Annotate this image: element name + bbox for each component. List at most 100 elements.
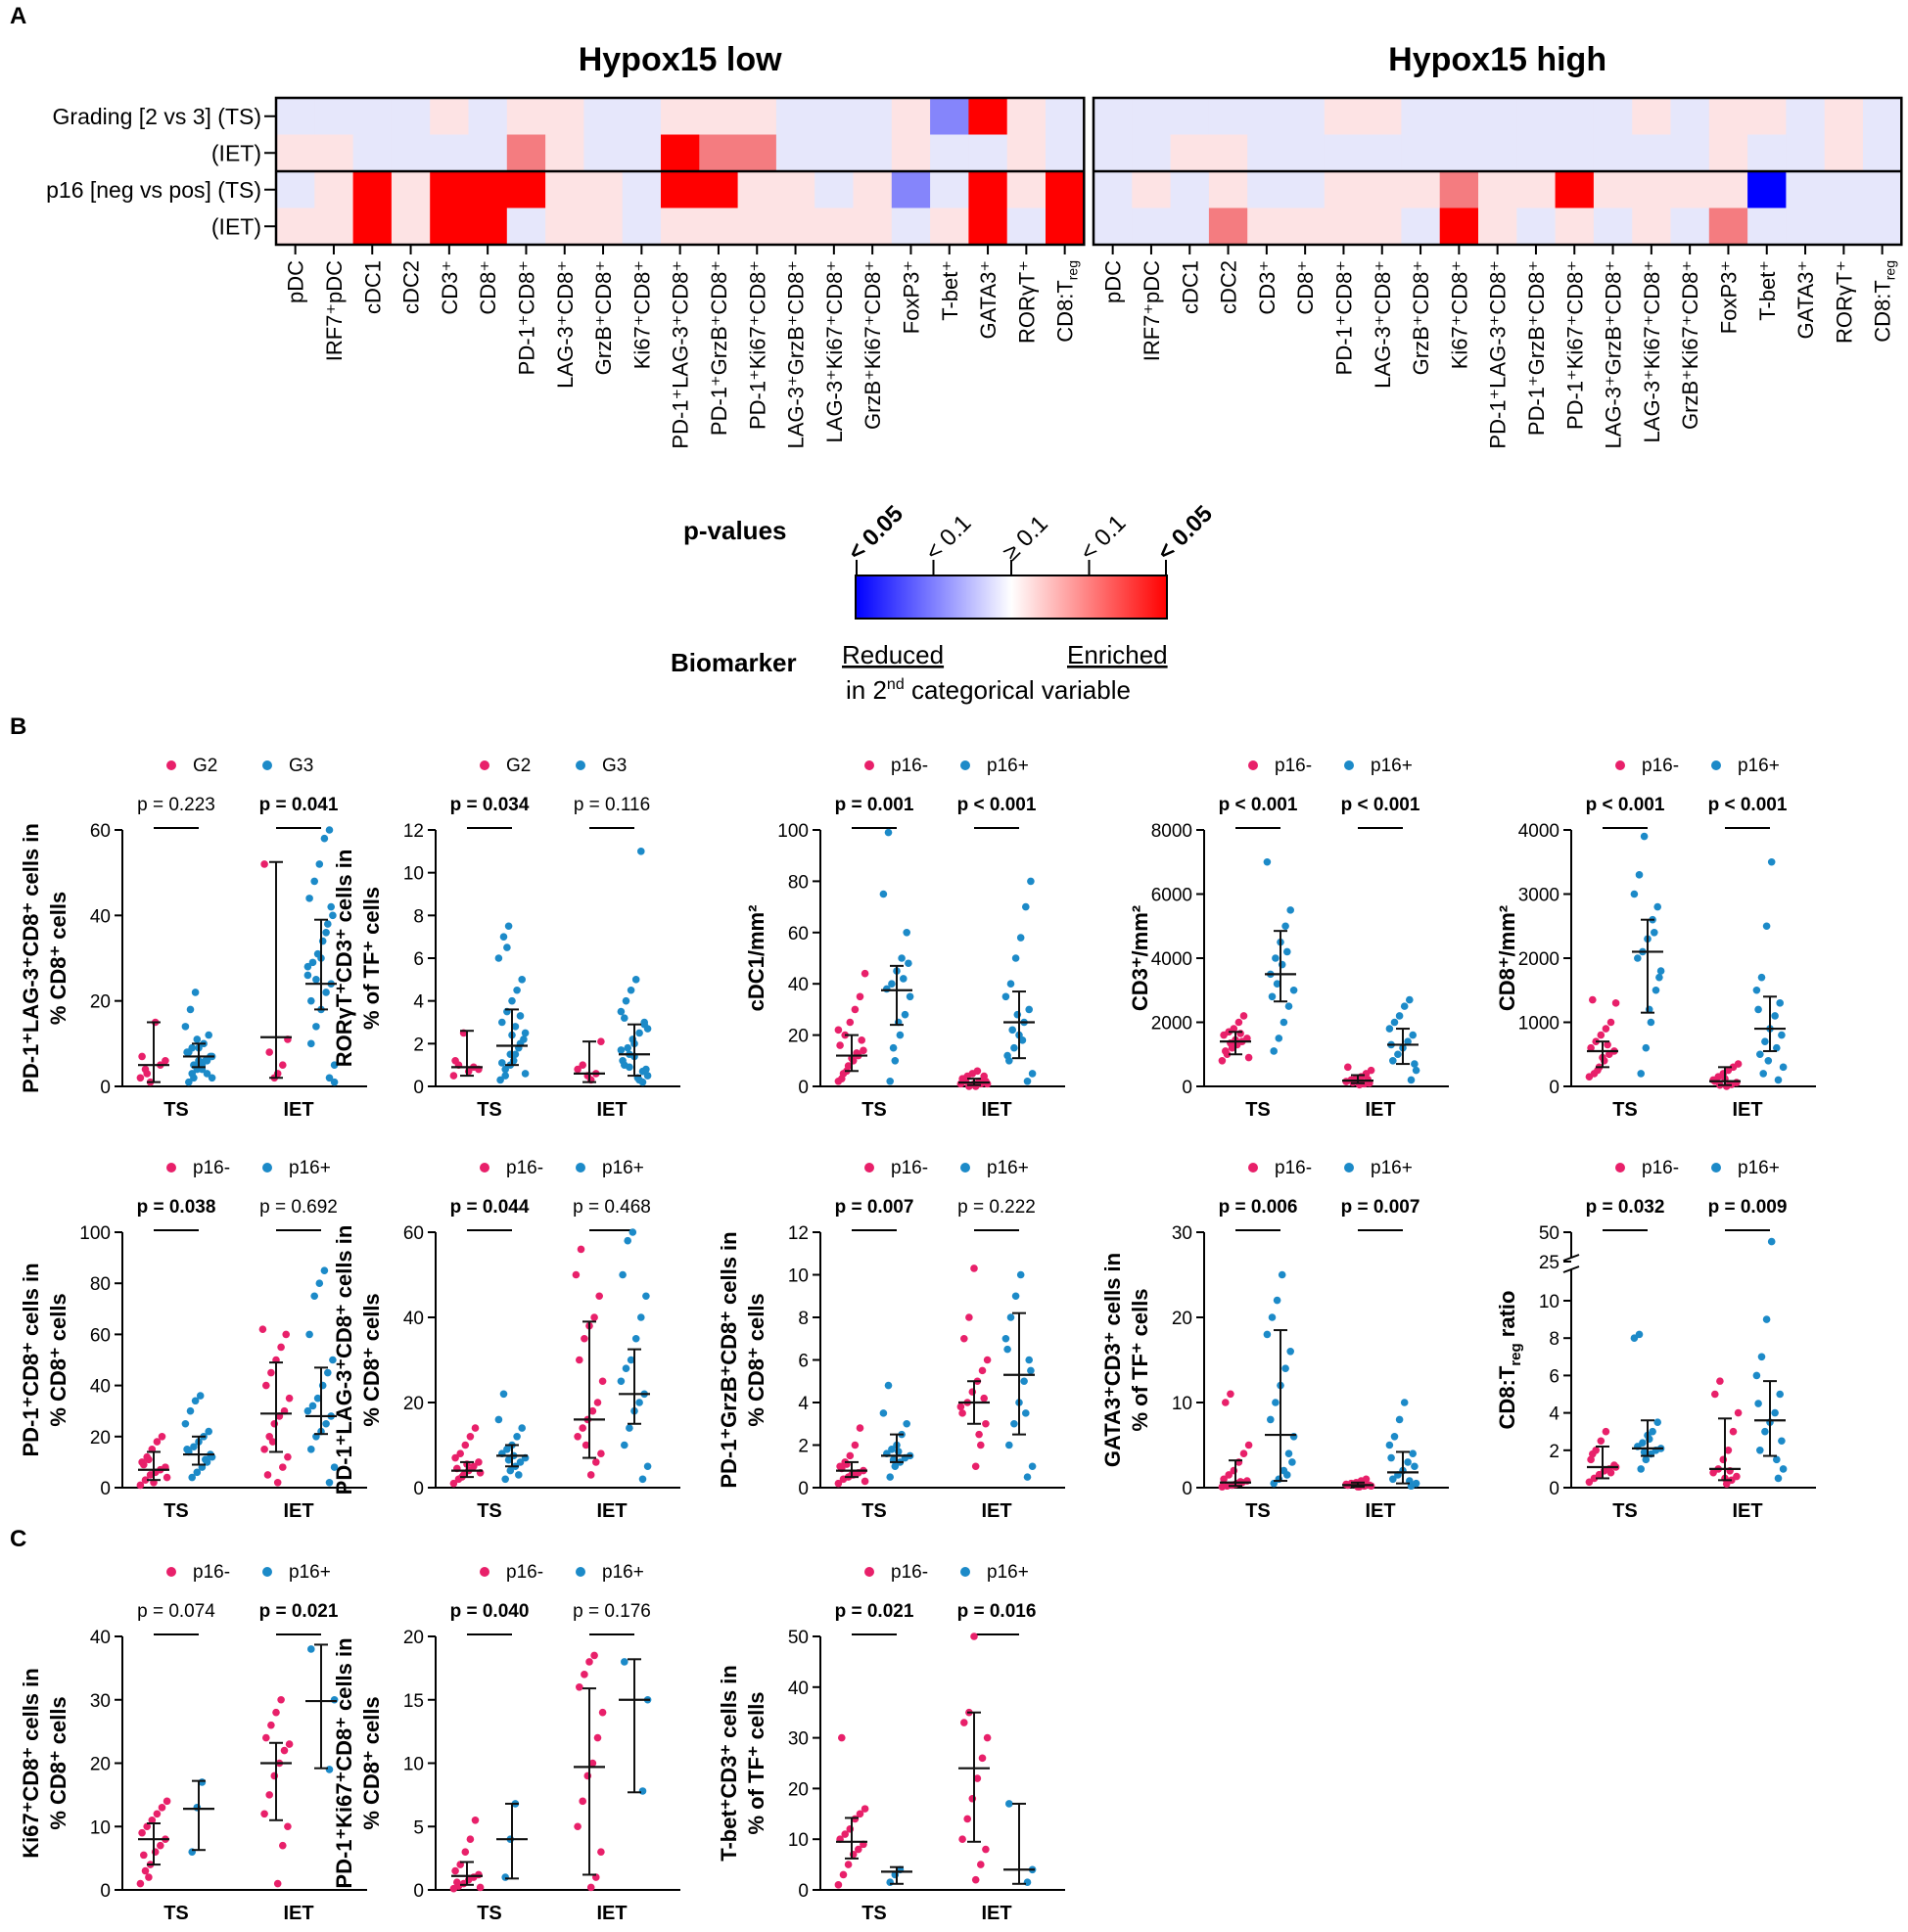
data-point [1400, 1399, 1409, 1406]
heatmap-cell [1324, 98, 1364, 136]
heatmap-col-label: cDC1 [360, 260, 385, 314]
heatmap-cell [1863, 134, 1902, 172]
data-point [590, 1651, 598, 1660]
heatmap-cell [1786, 171, 1826, 209]
data-point [982, 1419, 990, 1428]
heatmap-cell [853, 134, 893, 172]
heatmap-col-label: GATA3⁺ [1793, 260, 1818, 339]
data-point [1005, 1441, 1013, 1449]
heatmap-col-label-text: cDC2 [399, 260, 424, 314]
heatmap-cell [314, 171, 354, 209]
data-point [277, 1343, 285, 1352]
heatmap-cell [1170, 134, 1210, 172]
data-point [1016, 934, 1025, 942]
y-tick-label: 6 [413, 949, 424, 970]
legend-marker [576, 760, 585, 770]
data-point [260, 860, 268, 868]
data-point [138, 1828, 146, 1837]
heatmap-col-label: CD8⁺ [476, 260, 500, 315]
heatmap-cell [1132, 207, 1172, 246]
y-tick-label: 2 [1549, 1442, 1559, 1462]
data-point [1412, 1479, 1420, 1488]
legend-marker [262, 1163, 272, 1173]
heatmap-cell [1478, 207, 1517, 246]
data-point [203, 1070, 211, 1078]
legend-label: p16- [891, 756, 928, 776]
data-point [597, 1037, 605, 1045]
heatmap-cell [1593, 207, 1633, 246]
heatmap-cell [583, 207, 624, 246]
heatmap-cell [1863, 98, 1902, 136]
data-point [590, 1313, 598, 1321]
heatmap-cell [1363, 98, 1402, 136]
heatmap-cell [1285, 207, 1326, 246]
data-point [836, 1041, 844, 1049]
heatmap-cell [545, 98, 584, 136]
data-point [148, 1816, 157, 1824]
heatmap-cell [314, 134, 354, 172]
data-point [588, 1759, 597, 1768]
data-point [861, 1477, 869, 1486]
heatmap-col-label-text: FoxP3⁺ [899, 260, 923, 334]
heatmap-col-label-text: IRF7⁺pDC [322, 260, 347, 361]
data-point [619, 1057, 627, 1065]
heatmap-cell [1747, 98, 1787, 136]
data-point [303, 962, 312, 971]
y-tick-label: 8000 [1151, 821, 1192, 842]
scatter-panel-b7: 0 20 40 60 PD-1⁺LAG-3⁺CD8⁺ cells in% CD8⁺ ce… [332, 1158, 680, 1522]
heatmap-col-label: cDC2 [1217, 260, 1241, 314]
heatmap-cell [506, 207, 546, 246]
data-point [1020, 1377, 1028, 1386]
data-point [1011, 1292, 1020, 1301]
p-value-label: p = 0.038 [137, 1197, 216, 1218]
legend-marker [864, 1567, 874, 1577]
y-axis-label-main: CD8:T [1495, 1365, 1519, 1429]
data-point [1268, 992, 1277, 1001]
heatmap-cell [1006, 134, 1047, 172]
heatmap-cell [1324, 134, 1364, 172]
data-point [638, 1067, 647, 1076]
y-tick-label: 20 [1172, 1309, 1192, 1329]
heatmap-cell [430, 134, 470, 172]
heatmap-col-label: PD-1⁺GrzB⁺CD8⁺ [707, 260, 731, 436]
heatmap-cell [1439, 207, 1479, 246]
data-point [1263, 1330, 1272, 1339]
heatmap-cell [1285, 98, 1326, 136]
data-point [1390, 1433, 1399, 1441]
heatmap-cell [1363, 207, 1402, 246]
data-point [860, 1046, 867, 1055]
data-point [285, 1740, 294, 1748]
data-point [980, 1394, 988, 1403]
heatmap-col-label-text: PD-1⁺LAG-3⁺CD8⁺ [1486, 260, 1511, 449]
data-point [153, 1810, 162, 1818]
data-point [1284, 1002, 1293, 1010]
data-point [188, 1473, 196, 1482]
heatmap-cell [1363, 171, 1402, 209]
y-tick-label: 60 [90, 821, 111, 842]
heatmap-col-label-text: PD-1⁺CD8⁺ [1331, 260, 1356, 375]
y-tick-label: 0 [798, 1881, 809, 1902]
data-point [310, 877, 319, 886]
data-point [1220, 1475, 1228, 1484]
data-point [504, 922, 513, 931]
data-point [901, 1010, 909, 1019]
data-point [153, 1438, 162, 1446]
data-point [273, 1879, 282, 1888]
data-point [282, 1330, 291, 1339]
data-point [1409, 1449, 1417, 1457]
data-point [193, 1468, 202, 1477]
data-point [855, 1845, 862, 1854]
legend-colorbar [855, 575, 1168, 620]
heatmap-cell [1747, 171, 1787, 209]
data-point [983, 1733, 992, 1742]
legend-title: p-values [683, 516, 787, 545]
data-point [1757, 1353, 1766, 1361]
pvalue-legend: p-values < 0.05 < 0.1 ≥ 0.1 < 0.1 < 0.05… [671, 500, 1218, 705]
heatmap-cell [314, 207, 354, 246]
heatmap-col-label: cDC1 [1178, 260, 1202, 314]
heatmap-col-label: LAG-3⁺Ki67⁺CD8⁺ [1640, 260, 1664, 442]
x-group-label: TS [861, 1099, 887, 1121]
heatmap-cell [1670, 98, 1710, 136]
data-point [973, 1067, 982, 1076]
p-value-label: p = 0.044 [450, 1197, 530, 1218]
